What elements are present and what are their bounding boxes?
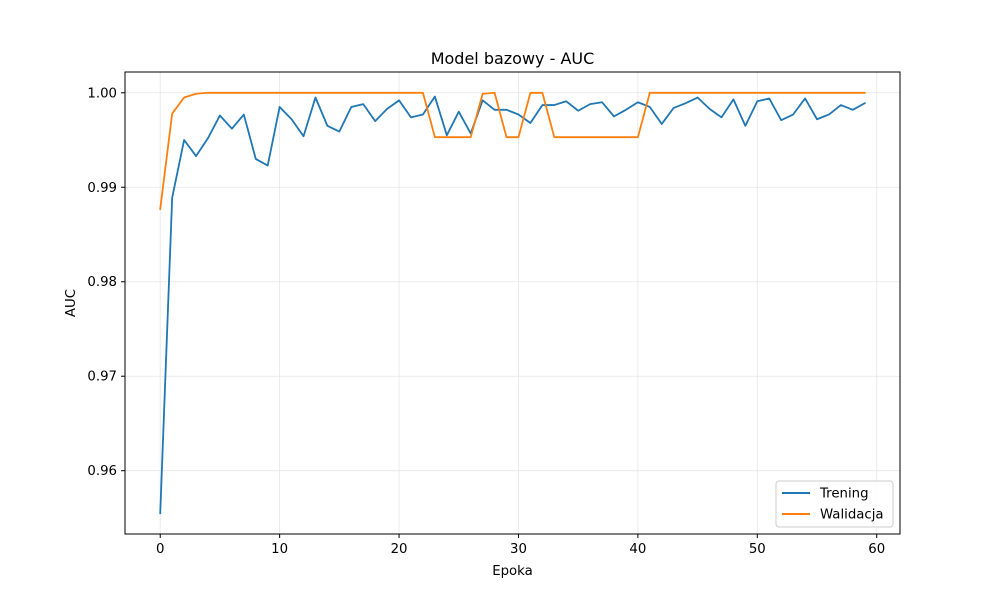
y-tick-label-0.96: 0.96 [87,464,117,479]
grid-layer [125,72,900,534]
y-tick-label-1.00: 1.00 [87,86,117,101]
legend-label-trening: Trening [819,487,869,502]
x-tick-label-0: 0 [156,542,164,557]
y-tick-label-0.97: 0.97 [87,370,117,385]
y-tick-label-0.98: 0.98 [87,275,117,290]
y-axis-label: AUC [64,289,79,317]
x-tick-label-10: 10 [271,542,288,557]
legend: Trening Walidacja [775,480,894,528]
x-tick-label-60: 60 [868,542,885,557]
x-tick-label-30: 30 [510,542,527,557]
series-layer [159,91,866,515]
x-axis-label: Epoka [492,564,533,579]
y-tick-label-0.99: 0.99 [87,181,117,196]
chart-title: Model bazowy - AUC [431,49,595,68]
series-line-trening [159,95,866,515]
legend-label-walidacja: Walidacja [820,508,884,523]
x-tick-label-20: 20 [391,542,408,557]
series-line-walidacja [159,91,866,210]
x-tick-label-40: 40 [629,542,646,557]
tick-layer: 0 10 20 30 40 50 60 0.96 0.97 0.98 0.99 1.00 [87,86,885,557]
x-tick-label-50: 50 [749,542,766,557]
plot-frame [124,71,901,535]
